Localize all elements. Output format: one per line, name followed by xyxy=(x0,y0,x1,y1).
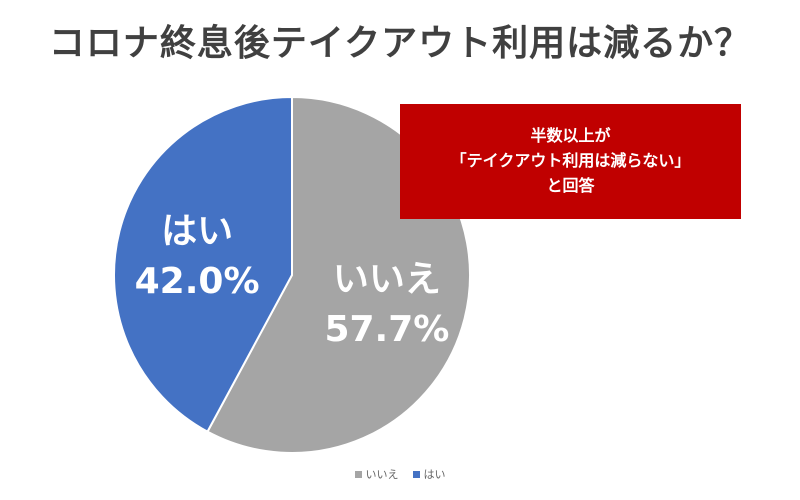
callout-line: 「テイクアウト利用は減らない」 xyxy=(450,151,691,171)
legend-item: いいえ xyxy=(354,466,399,482)
slice-label: はい xyxy=(161,211,233,252)
callout-line: と回答 xyxy=(546,175,595,195)
slice-value-label: 57.7% xyxy=(324,309,449,350)
slice-label: いいえ xyxy=(333,259,441,300)
legend-label: いいえ xyxy=(365,468,399,481)
pie-slice-yes xyxy=(113,95,293,434)
legend-item: はい xyxy=(412,466,446,482)
legend: いいえ はい xyxy=(0,466,800,482)
slice-value-label: 42.0% xyxy=(135,261,260,302)
chart-title: コロナ終息後テイクアウト利用は減るか？ xyxy=(48,23,752,64)
legend-swatch xyxy=(412,470,420,478)
callout-box: 半数以上が 「テイクアウト利用は減らない」 と回答 xyxy=(400,104,741,219)
callout-line: 半数以上が xyxy=(530,126,611,146)
legend-label: はい xyxy=(423,468,446,481)
legend-swatch xyxy=(354,470,362,478)
